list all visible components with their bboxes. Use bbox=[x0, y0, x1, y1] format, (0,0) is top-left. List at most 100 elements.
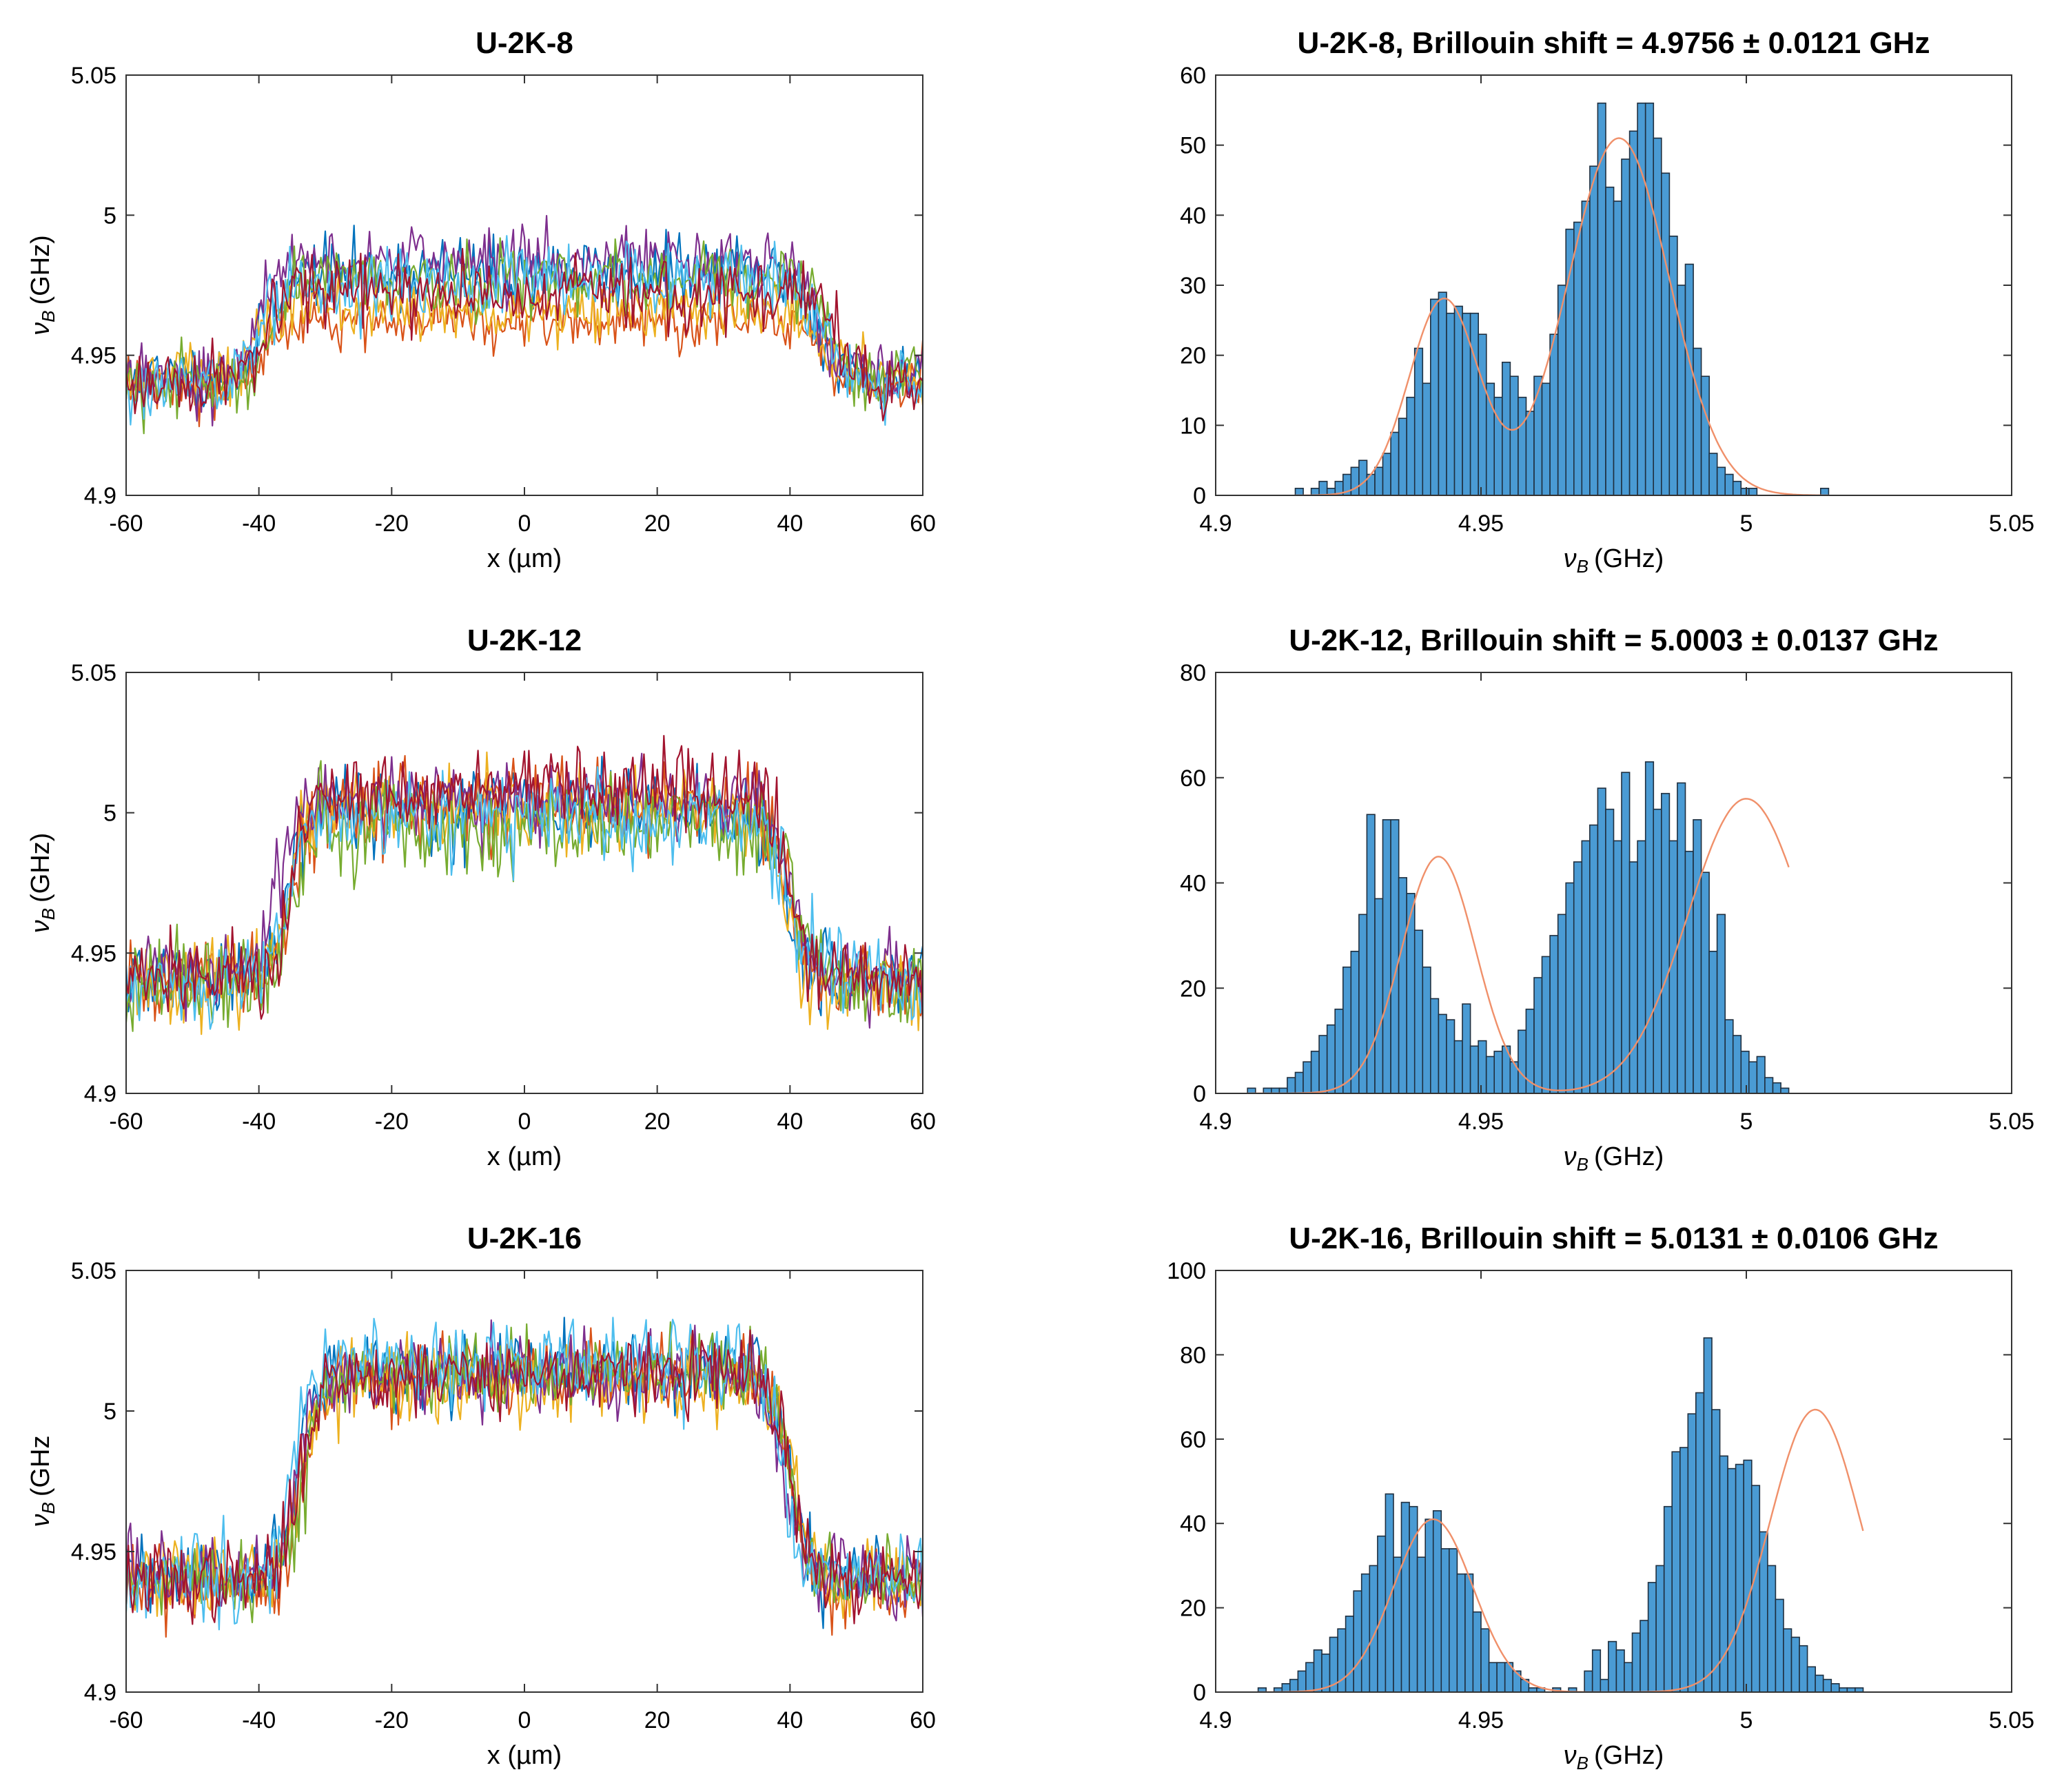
histogram-bar bbox=[1430, 998, 1440, 1093]
histogram-bar bbox=[1303, 1061, 1312, 1093]
histogram-bar bbox=[1318, 1035, 1328, 1093]
plot-area bbox=[1216, 1270, 2012, 1692]
chart-hist-16: 4.9 4.95 5 5.05 0 20 40 60 80 100 U-2K-16, Brillou… bbox=[1167, 1222, 2034, 1773]
y-tick-label: 5 bbox=[103, 801, 116, 827]
histogram-bar bbox=[1485, 382, 1495, 495]
histogram-bar bbox=[1780, 1087, 1790, 1093]
y-axis-label-unit: (GHz) bbox=[26, 235, 55, 305]
x-tick-label: 4.9 bbox=[1199, 1109, 1232, 1135]
histogram-bar bbox=[1820, 487, 1830, 495]
histogram-bar bbox=[1416, 1556, 1427, 1692]
histogram-bar bbox=[1456, 1573, 1466, 1692]
y-axis-label-symbol: ν bbox=[26, 1514, 55, 1527]
histogram-bar bbox=[1703, 1337, 1713, 1692]
histogram-bar bbox=[1350, 466, 1360, 495]
histogram-bar bbox=[1711, 1409, 1721, 1692]
histogram-bar bbox=[1374, 898, 1384, 1093]
x-tick-label: -40 bbox=[242, 1707, 276, 1733]
histogram-bar bbox=[1413, 929, 1424, 1093]
fit-curve bbox=[1247, 798, 1790, 1093]
x-tick-label: 20 bbox=[644, 1707, 671, 1733]
histogram-bar bbox=[1724, 1019, 1734, 1093]
histogram-bar bbox=[1453, 1040, 1463, 1093]
y-tick-label: 80 bbox=[1180, 660, 1206, 686]
y-tick-label: 0 bbox=[1193, 1680, 1206, 1706]
histogram-bar bbox=[1533, 977, 1543, 1093]
data-layer bbox=[126, 1317, 923, 1638]
histogram-bar bbox=[1750, 1485, 1761, 1692]
y-tick-label: 0 bbox=[1193, 1081, 1206, 1107]
histogram-bar bbox=[1655, 1565, 1665, 1692]
y-tick-label: 4.9 bbox=[84, 1081, 116, 1107]
y-tick-label: 50 bbox=[1180, 133, 1206, 159]
y-axis-label: νB (GHz) bbox=[26, 235, 59, 336]
histogram-bar bbox=[1449, 1548, 1458, 1692]
histogram-bar bbox=[1382, 819, 1391, 1093]
histogram-bar bbox=[1724, 473, 1734, 495]
y-tick-label: 5 bbox=[103, 203, 116, 229]
histogram-bar bbox=[1644, 102, 1655, 495]
histogram-bar bbox=[1790, 1636, 1800, 1692]
histogram-bar bbox=[1589, 824, 1599, 1093]
x-tick-label: 0 bbox=[518, 1707, 531, 1733]
x-tick-label: 5.05 bbox=[1989, 1109, 2034, 1135]
y-tick-label: 30 bbox=[1180, 273, 1206, 299]
y-axis-label-unit: (GHz bbox=[26, 1436, 55, 1497]
x-tick-label: -20 bbox=[375, 1707, 409, 1733]
histogram-bar bbox=[1549, 935, 1559, 1093]
y-axis-label: νB (GHz) bbox=[26, 833, 59, 934]
x-axis-label-symbol: ν bbox=[1564, 544, 1577, 573]
y-axis-label-symbol: ν bbox=[26, 920, 55, 933]
histogram-bar bbox=[1687, 1413, 1697, 1692]
histogram-bar bbox=[1628, 861, 1639, 1093]
x-tick-label: -60 bbox=[109, 1109, 143, 1135]
histogram-bar bbox=[1605, 186, 1615, 495]
x-axis-label: x (µm) bbox=[487, 1741, 562, 1770]
histogram-bar bbox=[1663, 1505, 1673, 1692]
histogram-bar bbox=[1591, 1649, 1602, 1692]
histogram-bar bbox=[1668, 235, 1678, 495]
histogram-bar bbox=[1764, 1077, 1774, 1093]
histogram-bar bbox=[1613, 200, 1622, 495]
axes-frame bbox=[1215, 1270, 2012, 1693]
histogram-bar bbox=[1360, 1573, 1371, 1692]
x-tick-label: 20 bbox=[644, 511, 671, 537]
y-tick-label: 5.05 bbox=[71, 1258, 116, 1284]
x-axis-label-symbol: ν bbox=[1564, 1741, 1577, 1770]
histogram-bar bbox=[1735, 1463, 1745, 1692]
histogram-bar bbox=[1509, 375, 1519, 495]
histogram-bar bbox=[1453, 305, 1463, 495]
series-line-2 bbox=[126, 280, 923, 428]
histogram-bar bbox=[1608, 1640, 1617, 1692]
histogram-bar bbox=[1573, 221, 1583, 495]
y-axis-label-subscript: B bbox=[38, 1502, 59, 1514]
histogram-bar bbox=[1345, 1616, 1354, 1692]
histogram-bar bbox=[1693, 819, 1702, 1093]
data-layer bbox=[1247, 761, 1790, 1093]
histogram-bar bbox=[1772, 1082, 1781, 1093]
histogram-bar bbox=[1700, 375, 1710, 495]
chart-title: U-2K-8 bbox=[476, 26, 573, 60]
histogram-bar bbox=[1313, 1649, 1322, 1692]
chart-title: U-2K-12 bbox=[467, 624, 582, 657]
y-tick-label: 5 bbox=[103, 1399, 116, 1425]
x-tick-label: 5.05 bbox=[1989, 511, 2034, 537]
data-layer bbox=[1294, 102, 1830, 495]
histogram-bar bbox=[1480, 1628, 1490, 1692]
histogram-bar bbox=[1661, 792, 1671, 1093]
x-axis-label: x (µm) bbox=[487, 544, 562, 573]
x-tick-label: 60 bbox=[910, 1707, 936, 1733]
series-line-7 bbox=[126, 247, 923, 422]
y-axis-label-subscript: B bbox=[38, 908, 59, 920]
histogram-bar bbox=[1446, 312, 1456, 495]
histogram-bar bbox=[1621, 772, 1631, 1093]
chart-profile-8: -60 -40 -20 0 20 40 60 4.9 4.95 5 5.05 U-2K-8 x (µm)… bbox=[26, 26, 936, 573]
fit-curve bbox=[1258, 1408, 1864, 1692]
histogram-bar bbox=[1756, 1055, 1766, 1093]
histogram-bar bbox=[1374, 466, 1384, 495]
x-tick-label: 20 bbox=[644, 1109, 671, 1135]
histogram-bar bbox=[1518, 1029, 1527, 1093]
histogram-bar bbox=[1464, 1573, 1474, 1692]
histogram-bar bbox=[1740, 1051, 1750, 1093]
histogram-bar bbox=[1708, 453, 1718, 495]
